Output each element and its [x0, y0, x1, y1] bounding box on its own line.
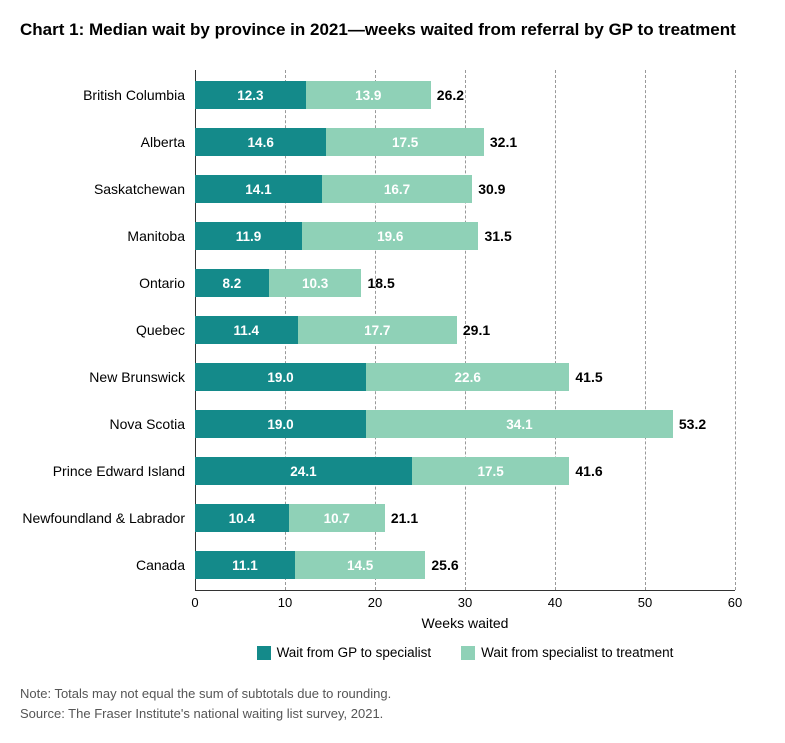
category-label: Alberta: [141, 134, 185, 150]
category-label: Canada: [136, 557, 185, 573]
bar-row: Saskatchewan14.116.730.9: [195, 175, 505, 203]
bar-segment-gp: 8.2: [195, 269, 269, 297]
bar-row: Newfoundland & Labrador10.410.721.1: [195, 504, 418, 532]
bar-segment-specialist: 17.7: [298, 316, 457, 344]
bars-layer: British Columbia12.313.926.2Alberta14.61…: [195, 70, 735, 590]
footnote-source: Source: The Fraser Institute's national …: [20, 704, 765, 724]
bar-row: Ontario8.210.318.5: [195, 269, 395, 297]
footnotes: Note: Totals may not equal the sum of su…: [20, 684, 765, 723]
bar-segment-specialist: 14.5: [295, 551, 426, 579]
bar-segment-gp: 11.1: [195, 551, 295, 579]
category-label: British Columbia: [83, 87, 185, 103]
bar-segment-specialist: 16.7: [322, 175, 472, 203]
bar-segment-gp: 10.4: [195, 504, 289, 532]
bar-row: Alberta14.617.532.1: [195, 128, 517, 156]
bar-segment-gp: 12.3: [195, 81, 306, 109]
legend-item-specialist: Wait from specialist to treatment: [461, 645, 673, 660]
bar-segment-specialist: 10.7: [289, 504, 385, 532]
category-label: Saskatchewan: [94, 181, 185, 197]
x-tick: 0: [191, 595, 198, 610]
legend-label-specialist: Wait from specialist to treatment: [481, 645, 673, 660]
bar-segment-specialist: 10.3: [269, 269, 362, 297]
bar-segment-specialist: 34.1: [366, 410, 673, 438]
bar-segment-specialist: 17.5: [412, 457, 570, 485]
x-tick: 60: [728, 595, 742, 610]
legend-label-gp: Wait from GP to specialist: [277, 645, 432, 660]
x-tick: 20: [368, 595, 382, 610]
bar-total-label: 41.5: [575, 369, 602, 385]
bar-total-label: 29.1: [463, 322, 490, 338]
x-axis-ticks: 0102030405060: [195, 591, 735, 611]
bar-segment-specialist: 22.6: [366, 363, 569, 391]
category-label: Ontario: [139, 275, 185, 291]
bar-segment-specialist: 19.6: [302, 222, 478, 250]
x-tick: 30: [458, 595, 472, 610]
bar-row: Quebec11.417.729.1: [195, 316, 490, 344]
bar-segment-specialist: 13.9: [306, 81, 431, 109]
category-label: Nova Scotia: [110, 416, 185, 432]
category-label: New Brunswick: [89, 369, 185, 385]
legend-swatch-specialist: [461, 646, 475, 660]
category-label: Newfoundland & Labrador: [22, 510, 185, 526]
bar-row: Canada11.114.525.6: [195, 551, 459, 579]
gridline: [735, 70, 736, 590]
chart-container: Chart 1: Median wait by province in 2021…: [20, 20, 765, 723]
bar-segment-gp: 19.0: [195, 363, 366, 391]
bar-total-label: 26.2: [437, 87, 464, 103]
x-axis-label: Weeks waited: [195, 615, 735, 631]
bar-row: British Columbia12.313.926.2: [195, 81, 464, 109]
bar-total-label: 53.2: [679, 416, 706, 432]
bar-segment-gp: 24.1: [195, 457, 412, 485]
x-tick: 40: [548, 595, 562, 610]
category-label: Quebec: [136, 322, 185, 338]
plot-area: British Columbia12.313.926.2Alberta14.61…: [195, 70, 735, 591]
bar-total-label: 25.6: [431, 557, 458, 573]
category-label: Manitoba: [127, 228, 185, 244]
bar-segment-gp: 11.9: [195, 222, 302, 250]
bar-row: New Brunswick19.022.641.5: [195, 363, 603, 391]
bar-row: Prince Edward Island24.117.541.6: [195, 457, 603, 485]
category-label: Prince Edward Island: [53, 463, 185, 479]
bar-segment-gp: 11.4: [195, 316, 298, 344]
bar-total-label: 41.6: [575, 463, 602, 479]
bar-total-label: 32.1: [490, 134, 517, 150]
bar-total-label: 18.5: [367, 275, 394, 291]
bar-total-label: 31.5: [484, 228, 511, 244]
bar-total-label: 30.9: [478, 181, 505, 197]
chart-title: Chart 1: Median wait by province in 2021…: [20, 20, 765, 40]
bar-row: Manitoba11.919.631.5: [195, 222, 512, 250]
x-tick: 10: [278, 595, 292, 610]
bar-segment-gp: 14.1: [195, 175, 322, 203]
bar-segment-gp: 19.0: [195, 410, 366, 438]
footnote-rounding: Note: Totals may not equal the sum of su…: [20, 684, 765, 704]
legend-swatch-gp: [257, 646, 271, 660]
legend-item-gp: Wait from GP to specialist: [257, 645, 432, 660]
legend: Wait from GP to specialist Wait from spe…: [195, 645, 735, 660]
bar-segment-gp: 14.6: [195, 128, 326, 156]
x-tick: 50: [638, 595, 652, 610]
bar-row: Nova Scotia19.034.153.2: [195, 410, 706, 438]
bar-segment-specialist: 17.5: [326, 128, 484, 156]
bar-total-label: 21.1: [391, 510, 418, 526]
